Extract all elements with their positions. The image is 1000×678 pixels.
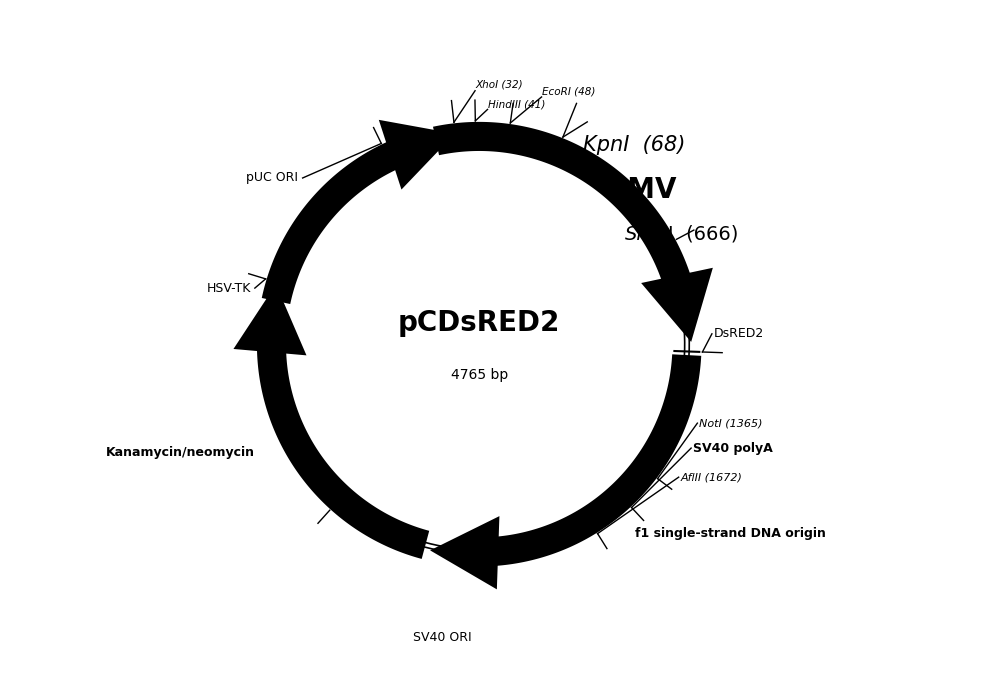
Polygon shape <box>471 355 701 567</box>
Text: AflII (1672): AflII (1672) <box>681 472 743 482</box>
Polygon shape <box>641 268 713 342</box>
Text: pCDsRED2: pCDsRED2 <box>398 309 560 338</box>
Text: Sma: Sma <box>625 224 668 243</box>
Text: HSV-TK: HSV-TK <box>206 281 251 295</box>
Polygon shape <box>257 325 429 559</box>
Text: CMV: CMV <box>608 176 678 205</box>
Text: SV40 ORI: SV40 ORI <box>413 631 471 644</box>
Text: NotI (1365): NotI (1365) <box>699 418 763 428</box>
Text: EcoRI (48): EcoRI (48) <box>542 87 595 97</box>
Text: Kanamycin/neomycin: Kanamycin/neomycin <box>106 445 255 459</box>
Text: HindIII (41): HindIII (41) <box>488 100 545 109</box>
Text: f1 single-strand DNA origin: f1 single-strand DNA origin <box>635 527 826 540</box>
Text: DsRED2: DsRED2 <box>714 327 764 340</box>
Polygon shape <box>430 516 499 589</box>
Text: KpnI  (68): KpnI (68) <box>583 135 685 155</box>
Polygon shape <box>233 284 306 355</box>
Text: 4765 bp: 4765 bp <box>451 368 508 382</box>
Text: I  (666): I (666) <box>668 224 739 243</box>
Text: SV40 polyA: SV40 polyA <box>693 441 773 454</box>
Text: pUC ORI: pUC ORI <box>246 172 298 184</box>
Text: XhoI (32): XhoI (32) <box>475 80 523 89</box>
Polygon shape <box>262 133 420 304</box>
Polygon shape <box>433 122 697 304</box>
Polygon shape <box>379 120 455 190</box>
